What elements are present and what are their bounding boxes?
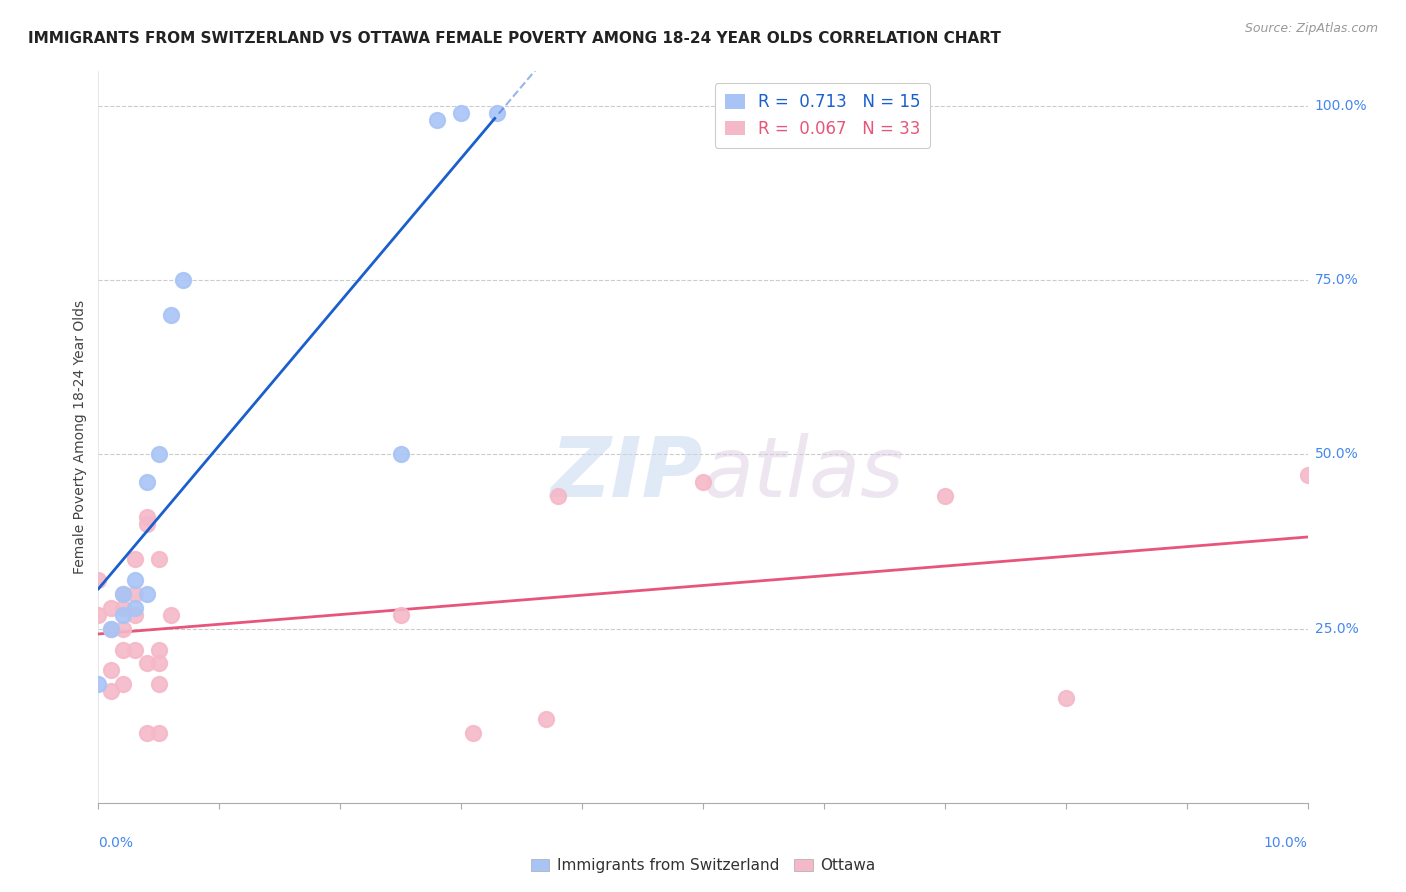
Point [450,106,472,120]
Text: 25.0%: 25.0% [1315,622,1358,636]
Point [124,552,146,566]
Text: ZIP: ZIP [550,434,703,514]
Text: atlas: atlas [703,434,904,514]
Point [111,607,134,622]
Text: 50.0%: 50.0% [1315,448,1358,461]
Text: 10.0%: 10.0% [1264,836,1308,850]
Point [547,489,569,503]
Point [124,607,146,622]
Point [160,607,183,622]
Text: 0.0%: 0.0% [98,836,134,850]
Point [100,664,122,678]
Point [124,573,146,587]
Point [87,573,110,587]
Point [111,642,134,657]
Point [148,448,170,462]
Point [389,448,412,462]
Point [100,600,122,615]
Point [135,587,157,601]
Y-axis label: Female Poverty Among 18-24 Year Olds: Female Poverty Among 18-24 Year Olds [73,300,87,574]
Point [100,684,122,698]
Point [135,657,157,671]
Point [1296,468,1319,483]
Point [172,273,194,287]
Point [111,600,134,615]
Point [87,607,110,622]
Point [1054,691,1077,706]
Point [111,677,134,691]
Text: 100.0%: 100.0% [1315,99,1367,113]
Point [111,622,134,636]
Point [426,113,449,128]
Point [148,642,170,657]
Point [135,475,157,490]
Point [111,587,134,601]
Point [124,587,146,601]
Point [135,510,157,524]
Point [148,677,170,691]
Point [160,308,183,322]
Text: IMMIGRANTS FROM SWITZERLAND VS OTTAWA FEMALE POVERTY AMONG 18-24 YEAR OLDS CORRE: IMMIGRANTS FROM SWITZERLAND VS OTTAWA FE… [28,31,1001,46]
Point [100,622,122,636]
Point [124,600,146,615]
Point [135,726,157,740]
Point [148,552,170,566]
Point [389,607,412,622]
Point [534,712,557,726]
Text: Source: ZipAtlas.com: Source: ZipAtlas.com [1244,22,1378,36]
Point [111,587,134,601]
Point [135,517,157,532]
Point [486,106,509,120]
Point [124,642,146,657]
Point [148,726,170,740]
Point [87,677,110,691]
Point [692,475,714,490]
Text: 75.0%: 75.0% [1315,273,1358,287]
Legend: Immigrants from Switzerland, Ottawa: Immigrants from Switzerland, Ottawa [524,852,882,880]
Point [148,657,170,671]
Point [934,489,956,503]
Point [100,622,122,636]
Point [463,726,485,740]
